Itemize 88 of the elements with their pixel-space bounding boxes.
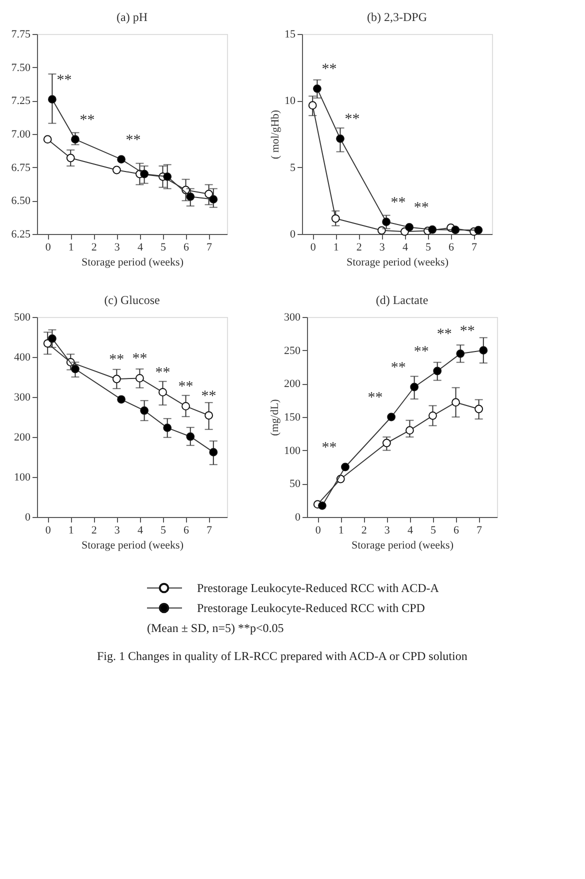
y-tick-label: 100	[14, 472, 31, 484]
x-tick-label: 7	[206, 242, 213, 254]
caption: Fig. 1 Changes in quality of LR-RCC prepared with ACD-A or CPD solution	[97, 649, 468, 663]
x-tick-label: 5	[425, 242, 432, 254]
legend-label: Prestorage Leukocyte-Reduced RCC with ACD-A	[197, 581, 440, 595]
y-axis-title: (mg/dL)	[269, 398, 281, 436]
y-tick-label: 7.75	[11, 28, 31, 40]
x-tick-label: 0	[45, 524, 52, 536]
x-tick-label: 4	[137, 524, 144, 536]
y-tick-label: 0	[290, 228, 296, 240]
legend-label: Prestorage Leukocyte-Reduced RCC with CPD	[197, 601, 426, 615]
y-tick-label: 15	[284, 28, 296, 40]
annotation: **	[109, 352, 124, 368]
y-tick-label: 150	[284, 412, 301, 424]
x-tick-label: 7	[206, 524, 213, 536]
x-tick-label: 3	[114, 242, 120, 254]
text: (Mean ± SD, n=5) **p<0.05	[147, 621, 284, 635]
annotation: **	[155, 365, 170, 382]
y-tick-label: 10	[284, 95, 296, 108]
annotation: **	[390, 360, 406, 376]
x-tick-label: 5	[160, 524, 166, 536]
x-axis-title: Storage period (weeks)	[351, 540, 454, 552]
y-tick-label: 300	[284, 312, 301, 324]
annotation: **	[460, 323, 475, 340]
x-axis-title: Storage period (weeks)	[81, 540, 184, 552]
x-tick-label: 2	[91, 242, 97, 254]
y-tick-label: 50	[290, 478, 301, 490]
x-tick-label: 2	[361, 524, 367, 536]
y-tick-label: 500	[14, 312, 31, 324]
y-tick-label: 0	[25, 512, 31, 524]
x-tick-label: 0	[315, 524, 322, 536]
annotation: **	[414, 344, 429, 360]
y-tick-label: 200	[14, 432, 31, 444]
x-axis-title: Storage period (weeks)	[346, 256, 449, 268]
y-tick-label: 5	[290, 162, 296, 174]
chart-title: (c) Glucose	[104, 293, 160, 307]
annotation: **	[344, 112, 360, 128]
annotation: **	[126, 132, 141, 148]
x-tick-label: 2	[91, 524, 97, 536]
x-tick-label: 7	[476, 524, 483, 536]
chart-title: (d) Lactate	[376, 293, 428, 307]
y-tick-label: 7.25	[11, 95, 31, 108]
x-tick-label: 5	[160, 242, 166, 254]
chart-title: (a) pH	[116, 10, 148, 24]
x-tick-label: 6	[448, 242, 455, 254]
x-tick-label: 3	[384, 524, 390, 536]
annotation: **	[322, 62, 337, 78]
x-tick-label: 1	[338, 524, 344, 536]
annotation: **	[368, 390, 383, 406]
annotation: **	[201, 388, 216, 404]
y-tick-label: 200	[284, 378, 301, 390]
y-tick-label: 6.75	[11, 162, 31, 174]
y-axis-title: ( mol/gHb)	[270, 110, 282, 160]
x-tick-label: 5	[430, 524, 436, 536]
annotation: **	[178, 379, 194, 396]
chart-title: (b) 2,3-DPG	[367, 10, 428, 24]
x-tick-label: 6	[184, 242, 190, 254]
x-tick-label: 0	[310, 242, 316, 254]
y-tick-label: 100	[284, 444, 301, 457]
y-tick-label: 300	[14, 392, 31, 404]
y-tick-label: 250	[284, 344, 301, 357]
x-tick-label: 6	[454, 524, 460, 536]
x-tick-label: 4	[407, 524, 414, 536]
x-tick-label: 1	[68, 242, 74, 254]
annotation: **	[322, 440, 337, 456]
annotation: **	[436, 326, 452, 343]
x-axis-title: Storage period (weeks)	[81, 256, 184, 268]
annotation: **	[80, 112, 95, 128]
x-tick-label: 0	[45, 242, 52, 254]
x-tick-label: 2	[356, 242, 362, 254]
y-tick-label: 400	[14, 352, 31, 364]
x-tick-label: 6	[184, 524, 190, 536]
y-tick-label: 6.25	[11, 228, 31, 240]
y-tick-label: 0	[295, 512, 301, 524]
annotation: **	[56, 72, 72, 88]
annotation: **	[132, 351, 148, 368]
x-tick-label: 1	[333, 242, 339, 254]
y-tick-label: 7.50	[11, 62, 31, 74]
x-tick-label: 1	[68, 524, 74, 536]
x-tick-label: 7	[472, 242, 478, 254]
y-tick-label: 6.50	[11, 195, 31, 208]
x-tick-label: 4	[402, 242, 408, 254]
x-tick-label: 4	[137, 242, 144, 254]
x-tick-label: 3	[114, 524, 120, 536]
annotation: **	[414, 200, 429, 216]
y-tick-label: 7.00	[11, 128, 31, 140]
x-tick-label: 3	[379, 242, 386, 254]
annotation: **	[390, 194, 406, 211]
